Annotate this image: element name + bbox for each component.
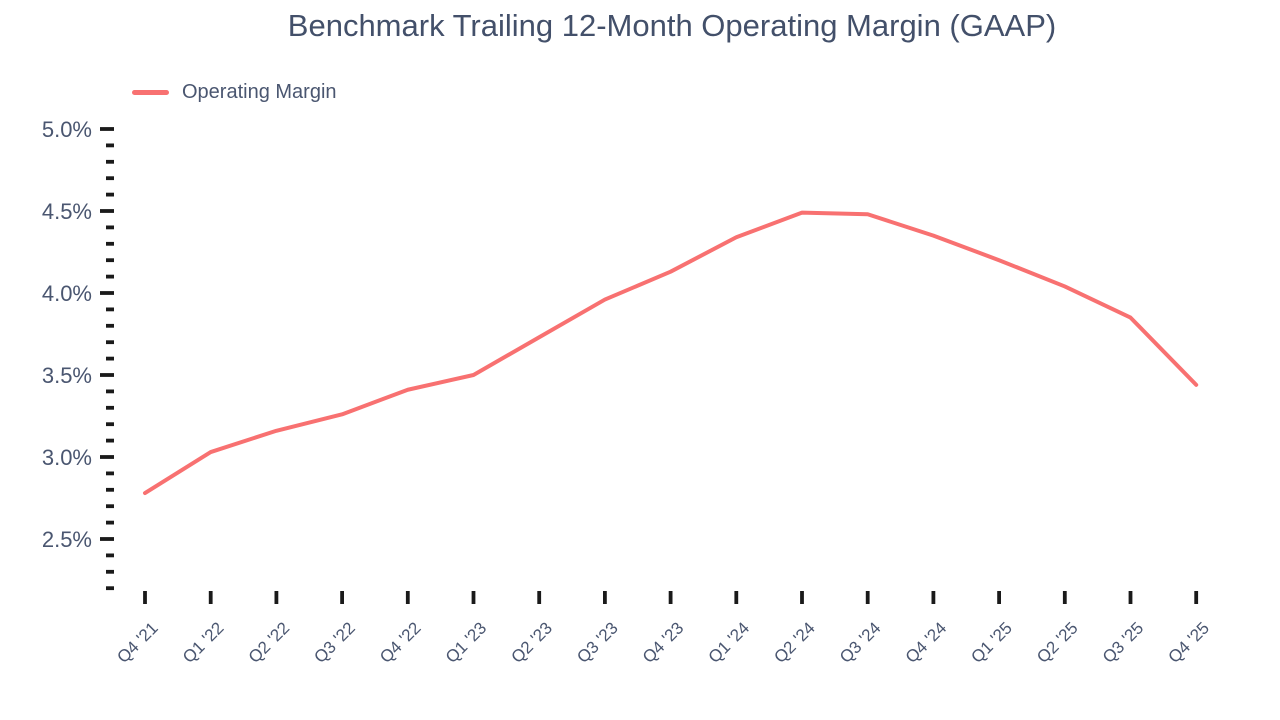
x-axis-tick-label: Q2 '22 [245,618,293,666]
y-axis-tick-label: 3.0% [42,445,92,470]
x-axis-tick-label: Q1 '25 [967,618,1015,666]
x-axis-tick-label: Q1 '23 [442,618,490,666]
x-axis-tick-label: Q4 '22 [376,618,424,666]
x-axis-tick-label: Q2 '25 [1033,618,1081,666]
y-axis-tick-label: 2.5% [42,527,92,552]
x-axis-tick-label: Q4 '24 [902,618,950,666]
x-axis-tick-label: Q1 '22 [179,618,227,666]
legend: Operating Margin [132,82,337,102]
legend-line-swatch [132,89,169,95]
chart-title: Benchmark Trailing 12-Month Operating Ma… [287,8,1057,43]
series-line-operating-margin [143,210,1199,496]
x-axis-tick-label: Q2 '24 [770,618,818,666]
y-axis-tick-label: 3.5% [42,363,92,388]
x-axis-tick-label: Q4 '23 [639,618,687,666]
x-axis-tick-label: Q3 '24 [836,618,884,666]
y-axis-tick-label: 5.0% [42,117,92,142]
x-axis-tick-label: Q4 '21 [113,618,161,666]
x-axis-tick-label: Q3 '23 [573,618,621,666]
x-axis-tick-label: Q2 '23 [508,618,556,666]
x-axis-tick-label: Q3 '25 [1099,618,1147,666]
y-axis-tick-label: 4.0% [42,281,92,306]
x-axis-tick-label: Q3 '22 [310,618,358,666]
x-axis-tick-label: Q4 '25 [1165,618,1213,666]
y-axis-tick-label: 4.5% [42,199,92,224]
legend-label: Operating Margin [182,81,337,103]
x-axis-tick-label: Q1 '24 [705,618,753,666]
